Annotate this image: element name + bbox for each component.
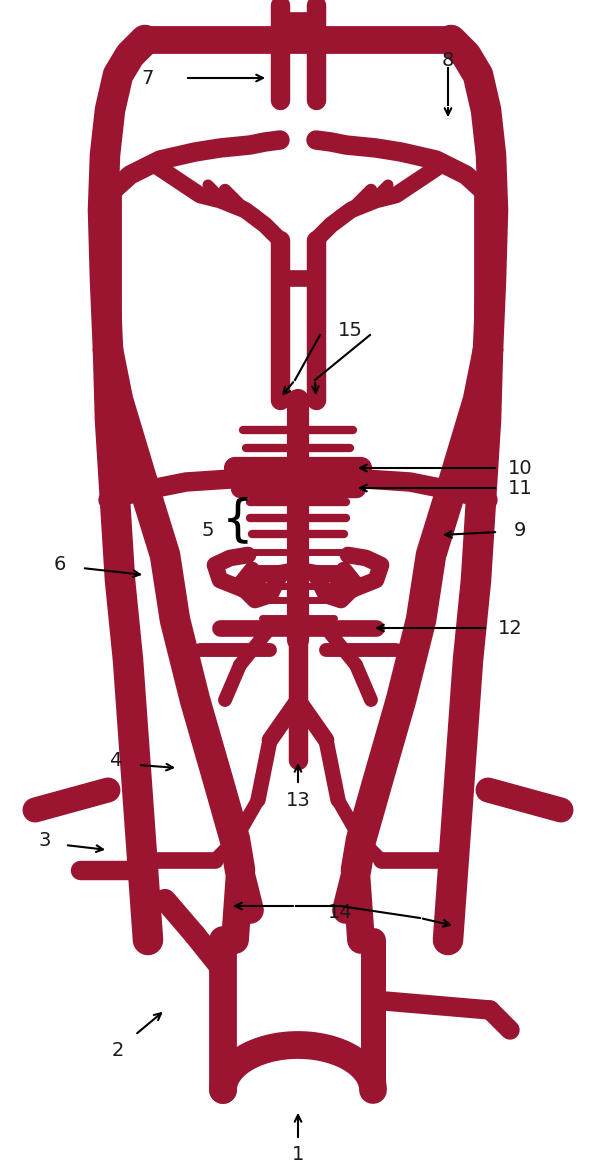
Text: 8: 8 [442,50,454,69]
Text: 14: 14 [328,902,352,922]
Text: 5: 5 [202,521,214,539]
Text: 6: 6 [54,556,66,574]
Text: 4: 4 [109,750,121,770]
Text: 2: 2 [112,1040,124,1060]
Text: 11: 11 [508,479,532,497]
Text: {: { [222,496,254,544]
Text: 12: 12 [498,619,522,638]
Text: 15: 15 [337,321,362,339]
Text: 3: 3 [39,831,51,849]
Text: 7: 7 [142,69,154,88]
Text: 13: 13 [285,791,311,810]
Text: 1: 1 [292,1145,304,1164]
Text: 10: 10 [508,459,532,477]
Text: 9: 9 [514,521,526,539]
